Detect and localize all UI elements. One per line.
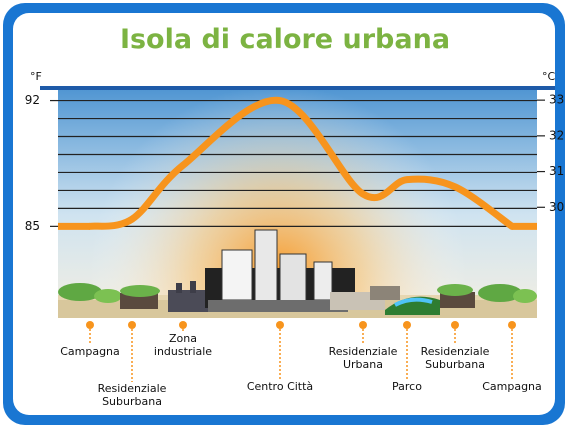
y2-axis-unit: °C: [542, 70, 556, 83]
x-tick-label: Parco: [392, 380, 422, 393]
x-tick-label: Campagna: [482, 380, 542, 393]
y2-tick-label: 32: [549, 128, 564, 142]
location-dot: [86, 321, 94, 329]
x-tick-label: Campagna: [60, 345, 120, 358]
y-tick-label: 85: [25, 219, 40, 233]
location-dot: [359, 321, 367, 329]
y2-tick-label: 33: [549, 93, 564, 107]
y-tick-label: 92: [25, 93, 40, 107]
location-dot: [403, 321, 411, 329]
y2-tick-label: 30: [549, 200, 564, 214]
y-axis-unit: °F: [30, 70, 42, 83]
chart: Isola di calore urbana °F °C 85 92 30 31 32 3…: [0, 0, 571, 430]
page: {"chart_data": {"type": "line", "title":…: [0, 0, 571, 430]
location-dot: [128, 321, 136, 329]
location-dot: [179, 321, 187, 329]
x-tick-label: Centro Città: [247, 380, 313, 393]
location-dot: [451, 321, 459, 329]
location-dot: [276, 321, 284, 329]
chart-title: Isola di calore urbana: [120, 24, 450, 55]
y2-tick-label: 31: [549, 164, 564, 178]
location-dot: [508, 321, 516, 329]
